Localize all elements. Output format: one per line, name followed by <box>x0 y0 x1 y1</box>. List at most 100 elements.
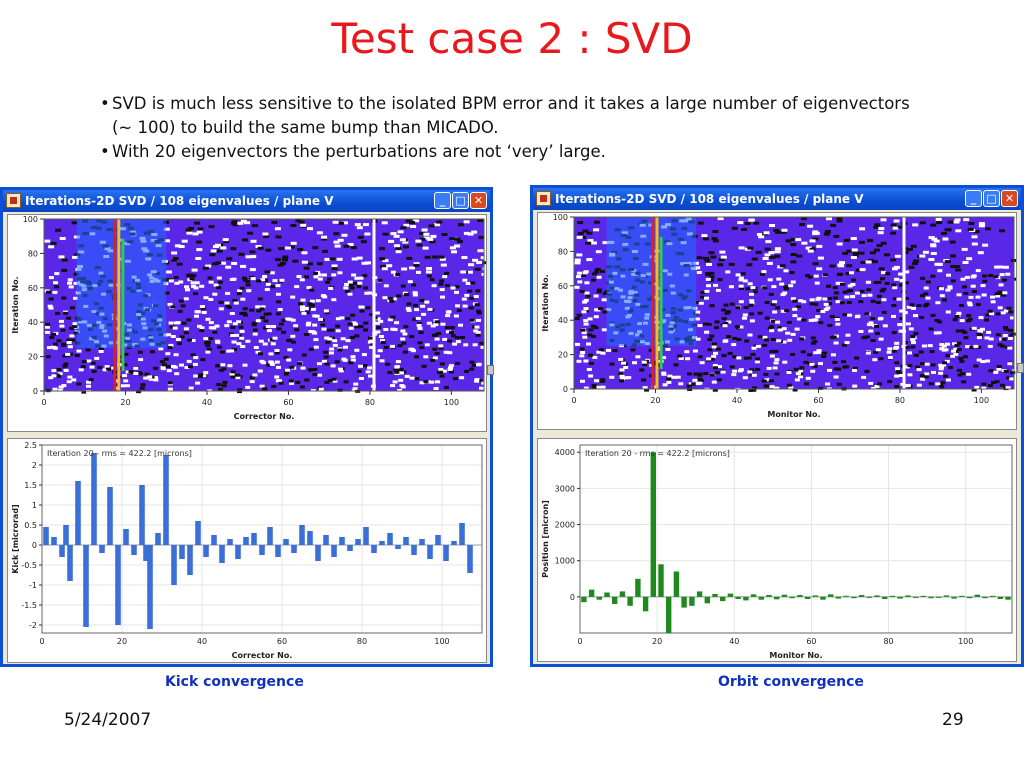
heatmap-cell <box>707 348 713 352</box>
window-titlebar[interactable]: Iterations-2D SVD / 108 eigenvalues / pl… <box>533 188 1021 210</box>
heatmap-cell <box>764 301 770 304</box>
heatmap-cell <box>796 254 803 258</box>
heatmap-cell <box>804 382 810 386</box>
bar <box>905 595 911 597</box>
heatmap-cell <box>245 385 251 389</box>
heatmap-cell <box>723 303 729 307</box>
minimize-button[interactable]: _ <box>434 192 451 209</box>
heatmap-cell <box>46 346 52 350</box>
heatmap-cell <box>967 317 973 321</box>
heatmap-cell <box>176 262 183 266</box>
heatmap-cell <box>940 381 946 385</box>
heatmap-cell <box>249 308 255 312</box>
heatmap-cell <box>747 282 753 286</box>
heatmap-cell <box>118 360 124 364</box>
heatmap-cell <box>852 384 858 388</box>
heatmap-cell <box>231 262 238 265</box>
heatmap-cell <box>574 317 580 320</box>
splitter-handle[interactable] <box>1017 363 1024 373</box>
heatmap-cell <box>352 387 358 391</box>
heatmap-cell <box>1000 311 1006 315</box>
heatmap-cell <box>256 309 262 313</box>
heatmap-cell <box>63 362 69 366</box>
heatmap-cell <box>976 332 982 336</box>
x-tick-label: 0 <box>577 637 582 646</box>
bar <box>379 541 385 545</box>
heatmap-cell <box>439 374 445 378</box>
heatmap-cell <box>229 349 235 353</box>
heatmap-cell <box>588 328 594 332</box>
maximize-button[interactable]: □ <box>452 192 469 209</box>
heatmap-cell <box>944 260 951 264</box>
heatmap-cell <box>940 232 947 235</box>
heatmap-cell <box>943 374 949 378</box>
heatmap-cell <box>988 274 993 277</box>
heatmap-cell <box>402 350 408 354</box>
heatmap-cell <box>354 334 360 338</box>
window-titlebar[interactable]: Iterations-2D SVD / 108 eigenvalues / pl… <box>3 190 490 212</box>
heatmap-cell <box>757 233 763 236</box>
heatmap-cell <box>260 316 266 320</box>
heatmap-cell <box>418 331 424 335</box>
heatmap-cell <box>870 299 876 303</box>
x-tick-label: 0 <box>41 398 46 407</box>
heatmap-cell <box>1003 369 1009 373</box>
splitter-handle[interactable] <box>487 365 494 375</box>
heatmap-cell <box>240 297 246 301</box>
heatmap-cell <box>361 353 367 357</box>
heatmap-cell <box>890 231 897 235</box>
heatmap-cell <box>71 221 78 225</box>
heatmap-cell <box>736 356 742 360</box>
heatmap-cell <box>678 382 684 386</box>
heatmap-cell <box>936 262 943 266</box>
close-button[interactable]: ✕ <box>1001 190 1018 207</box>
heatmap-cell <box>666 377 671 381</box>
heatmap-cell <box>69 334 75 338</box>
heatmap-cell <box>474 303 480 307</box>
heatmap-cell <box>709 373 715 377</box>
heatmap-cell <box>891 331 897 335</box>
heatmap-cell <box>283 355 289 359</box>
heatmap-cell <box>714 320 720 324</box>
bar <box>163 455 169 545</box>
heatmap-cell <box>1000 344 1006 348</box>
heatmap-cell <box>987 344 993 348</box>
maximize-button[interactable]: □ <box>983 190 1000 207</box>
heatmap-cell <box>695 382 701 386</box>
heatmap-cell <box>144 372 150 376</box>
heatmap-cell <box>477 249 484 253</box>
minimize-button[interactable]: _ <box>965 190 982 207</box>
heatmap-cell <box>890 223 897 227</box>
bar <box>889 595 896 597</box>
heatmap-cell <box>383 328 389 331</box>
heatmap-cell <box>260 361 266 365</box>
heatmap-cell <box>419 346 425 350</box>
bar <box>187 545 193 575</box>
heatmap-cell <box>292 259 299 263</box>
heatmap-cell <box>306 286 312 289</box>
heatmap-cell <box>195 310 201 314</box>
heatmap-cell <box>86 384 91 388</box>
heatmap-cell <box>337 238 344 242</box>
heatmap-cell <box>238 325 244 329</box>
heatmap-cell <box>697 377 703 381</box>
bar <box>966 596 973 599</box>
heatmap-cell <box>331 377 337 381</box>
heatmap-cell <box>718 258 725 262</box>
heatmap-cell <box>325 340 331 344</box>
heatmap-cell <box>285 317 291 321</box>
heatmap-cell <box>313 275 319 279</box>
heatmap-cell <box>172 257 179 260</box>
close-button[interactable]: ✕ <box>470 192 487 209</box>
bullet-dot: • <box>100 94 110 113</box>
heatmap-cell <box>201 374 207 378</box>
heatmap-cell <box>242 278 248 282</box>
heatmap-cell <box>61 296 67 300</box>
heatmap-cell <box>449 331 454 335</box>
heatmap-cell <box>443 385 449 389</box>
heatmap-cell <box>379 257 385 261</box>
heatmap-cell <box>747 246 754 250</box>
heatmap-cell <box>289 365 295 369</box>
heatmap-cell <box>686 384 692 388</box>
heatmap-cell <box>364 232 371 236</box>
